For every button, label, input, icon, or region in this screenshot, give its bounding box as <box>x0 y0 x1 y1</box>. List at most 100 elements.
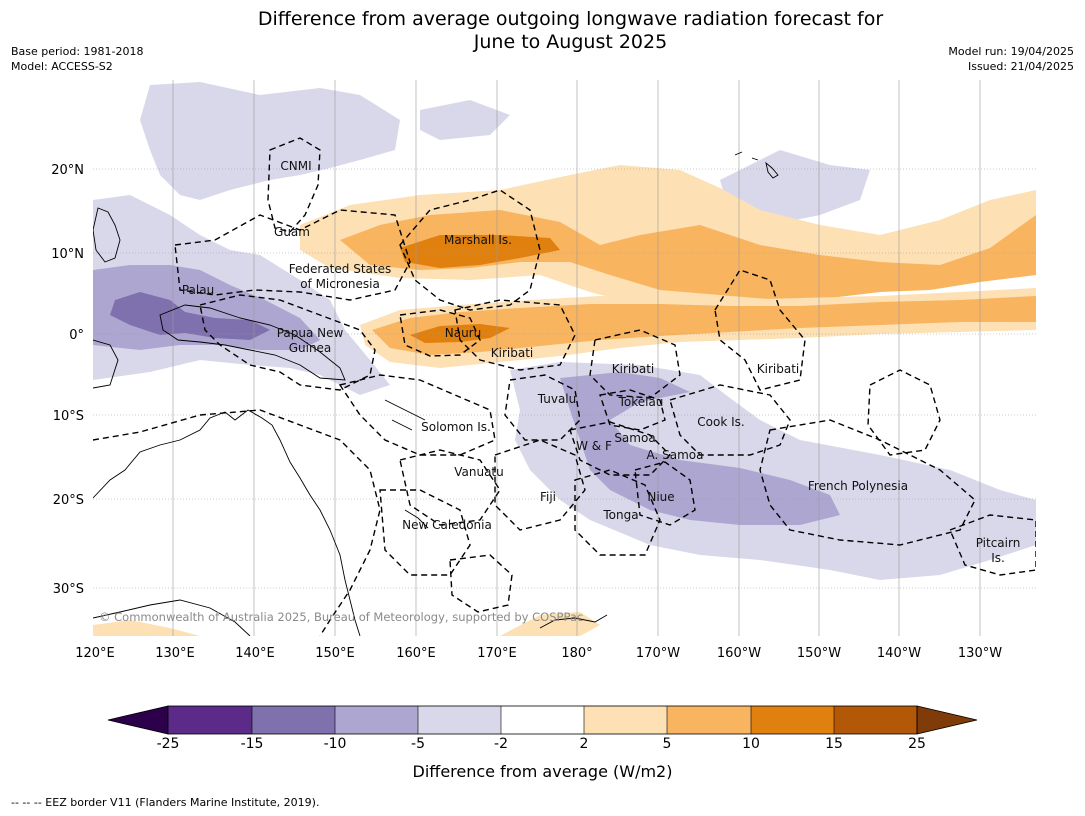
label-fiji: Fiji <box>540 490 556 504</box>
colorbar-tick: -5 <box>411 736 425 752</box>
label-pitcairn-2: Is. <box>991 551 1005 565</box>
coast-australia-south <box>93 599 251 636</box>
eez-fiji <box>494 439 586 531</box>
colorbar-over-triangle <box>916 705 978 735</box>
gridlines <box>93 80 1036 636</box>
colorbar-outline <box>167 705 918 735</box>
longitude-labels: 120°E 130°E 140°E 150°E 160°E 170°E 180°… <box>75 646 1002 661</box>
eez-niue <box>634 461 696 526</box>
label-new-caledonia: New Caledonia <box>402 518 492 532</box>
lat-label-20s: 20°S <box>53 493 84 508</box>
coast-solomon <box>384 399 426 431</box>
label-tuvalu: Tuvalu <box>537 392 577 406</box>
label-cook: Cook Is. <box>697 415 744 429</box>
colorbar-tick: 2 <box>579 736 589 752</box>
lon-label-170e: 170°E <box>477 646 517 661</box>
label-fsm-2: of Micronesia <box>300 277 380 291</box>
lon-label-130e: 130°E <box>155 646 195 661</box>
shade-neg-light-east-north <box>720 150 870 225</box>
label-tokelau: Tokelau <box>618 395 664 409</box>
shade-pos-dark-equator <box>410 324 510 343</box>
colorbar-tick: -25 <box>156 736 180 752</box>
model-run-text: Model run: 19/04/2025 <box>948 45 1074 58</box>
eez-vanuatu <box>399 449 501 526</box>
lat-label-10n: 10°N <box>51 247 84 262</box>
latitude-labels: 20°N 10°N 0° 10°S 20°S 30°S <box>51 163 84 597</box>
shade-neg-mid-south <box>560 372 840 525</box>
positive-anomaly-shading <box>93 165 1036 636</box>
eez-french-polynesia-east <box>867 369 941 456</box>
shade-neg-light-south <box>510 362 1036 580</box>
label-kiribati-gilbert: Kiribati <box>491 346 533 360</box>
model-text: Model: ACCESS-S2 <box>11 60 113 73</box>
label-png-1: Papua New <box>277 326 344 340</box>
coast-nz <box>539 614 608 629</box>
coastlines <box>93 151 779 636</box>
colorbar-tick: 10 <box>742 736 760 752</box>
title-line-2: June to August 2025 <box>473 31 668 53</box>
eez-kiribati-phoenix <box>589 329 681 399</box>
lon-label-150e: 150°E <box>315 646 355 661</box>
colorbar-segment-1 <box>168 706 252 734</box>
colorbar-label: Difference from average (W/m2) <box>412 762 673 781</box>
colorbar-segment-8 <box>751 706 834 734</box>
eez-pitcairn <box>949 514 1036 576</box>
label-nauru: Nauru <box>445 326 481 340</box>
eez-tokelau <box>599 389 666 431</box>
eez-tonga <box>574 469 661 556</box>
meta-right: Model run: 19/04/2025 Issued: 21/04/2025 <box>948 44 1074 74</box>
label-vanuatu: Vanuatu <box>454 465 504 479</box>
place-labels: CNMI Guam Marshall Is. Federated States … <box>182 159 1020 565</box>
colorbar-tick: 25 <box>908 736 926 752</box>
shade-neg-light-north2 <box>420 100 510 140</box>
colorbar-segment-9 <box>834 706 917 734</box>
lat-label-0: 0° <box>69 328 84 343</box>
eez-png <box>199 294 376 391</box>
lon-label-140e: 140°E <box>235 646 275 661</box>
eez-kiribati-gilbert <box>454 299 576 371</box>
lon-label-120e: 120°E <box>75 646 115 661</box>
shade-pos-mid-north <box>340 210 1036 300</box>
title-line-1: Difference from average outgoing longwav… <box>257 8 884 30</box>
label-kiribati-line: Kiribati <box>757 362 799 376</box>
colorbar-segment-7 <box>667 706 751 734</box>
colorbar-segment-2 <box>252 706 335 734</box>
lat-label-10s: 10°S <box>53 409 84 424</box>
eez-marshall <box>399 189 541 311</box>
colorbar-tick: -15 <box>240 736 264 752</box>
eez-french-polynesia <box>759 419 976 546</box>
label-niue: Niue <box>647 490 674 504</box>
label-pitcairn-1: Pitcairn <box>976 536 1021 550</box>
colorbar-segment-5 <box>501 706 584 734</box>
eez-norfolk <box>449 554 513 613</box>
colorbar-segment-6 <box>584 706 667 734</box>
label-guam: Guam <box>274 225 310 239</box>
colorbar-tick: -2 <box>494 736 508 752</box>
meta-left: Base period: 1981-2018 Model: ACCESS-S2 <box>11 44 143 74</box>
colorbar-tick: 15 <box>825 736 843 752</box>
label-png-2: Guinea <box>289 341 332 355</box>
colorbar-segment-4 <box>418 706 501 734</box>
base-period-text: Base period: 1981-2018 <box>11 45 144 58</box>
colorbar <box>107 705 978 735</box>
copyright-text: © Commonwealth of Australia 2025, Bureau… <box>99 610 583 624</box>
label-palau: Palau <box>182 283 214 297</box>
lon-label-170w: 170°W <box>636 646 680 661</box>
eez-micronesia <box>174 209 411 301</box>
eez-wallis-samoa <box>569 421 671 476</box>
eez-cook <box>669 384 791 456</box>
label-samoa: Samoa <box>614 431 655 445</box>
shade-pos-mid-equator <box>372 296 1036 355</box>
eez-cnmi <box>267 137 321 233</box>
coast-hawaii <box>734 151 779 179</box>
coast-philippines <box>93 207 121 263</box>
lon-label-160w: 160°W <box>717 646 761 661</box>
lon-label-180: 180° <box>561 646 592 661</box>
lat-label-20n: 20°N <box>51 163 84 178</box>
map-title: Difference from average outgoing longwav… <box>0 8 1085 54</box>
lon-label-140w: 140°W <box>877 646 921 661</box>
colorbar-tick: 5 <box>662 736 672 752</box>
issued-text: Issued: 21/04/2025 <box>967 60 1074 73</box>
coast-new-guinea <box>159 304 346 381</box>
